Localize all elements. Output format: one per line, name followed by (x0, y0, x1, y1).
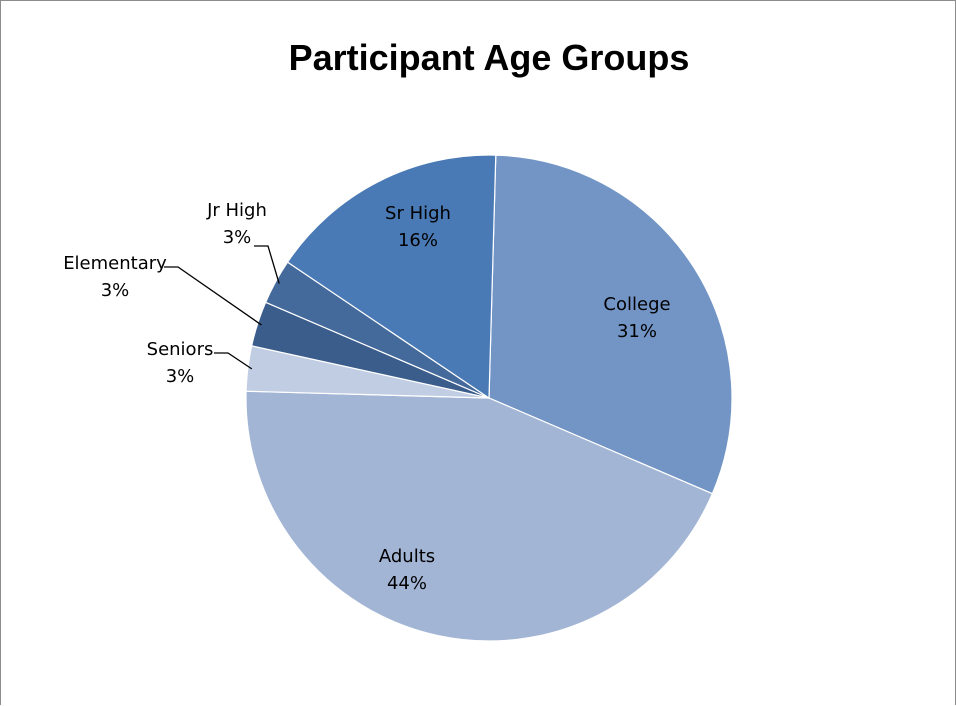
leader-line-jr-high (254, 245, 280, 284)
pie-slices (245, 154, 733, 642)
slice-value-seniors: 3% (166, 366, 195, 387)
leader-lines (164, 245, 280, 370)
slice-value-elementary: 3% (101, 280, 130, 301)
slice-value-college: 31% (617, 321, 657, 342)
slice-value-adults: 44% (387, 573, 427, 594)
slice-label-adults: Adults (379, 546, 435, 567)
slice-label-college: College (603, 294, 670, 315)
chart-title: Participant Age Groups (289, 37, 690, 78)
slice-value-sr-high: 16% (398, 230, 438, 251)
slice-label-seniors: Seniors (147, 339, 214, 360)
slice-label-jr-high: Jr High (206, 200, 267, 221)
leader-line-seniors (214, 352, 253, 370)
slice-label-elementary: Elementary (63, 253, 167, 274)
pie-slice-college (488, 154, 733, 495)
pie-slice-adults (245, 390, 714, 642)
slice-label-sr-high: Sr High (385, 203, 451, 224)
slice-labels: College 31% Adults 44% Seniors 3% Elementary 3%… (63, 200, 670, 594)
slice-value-jr-high: 3% (223, 227, 252, 248)
leader-line-elementary (164, 266, 262, 326)
pie-slice-sr-high (286, 154, 497, 400)
